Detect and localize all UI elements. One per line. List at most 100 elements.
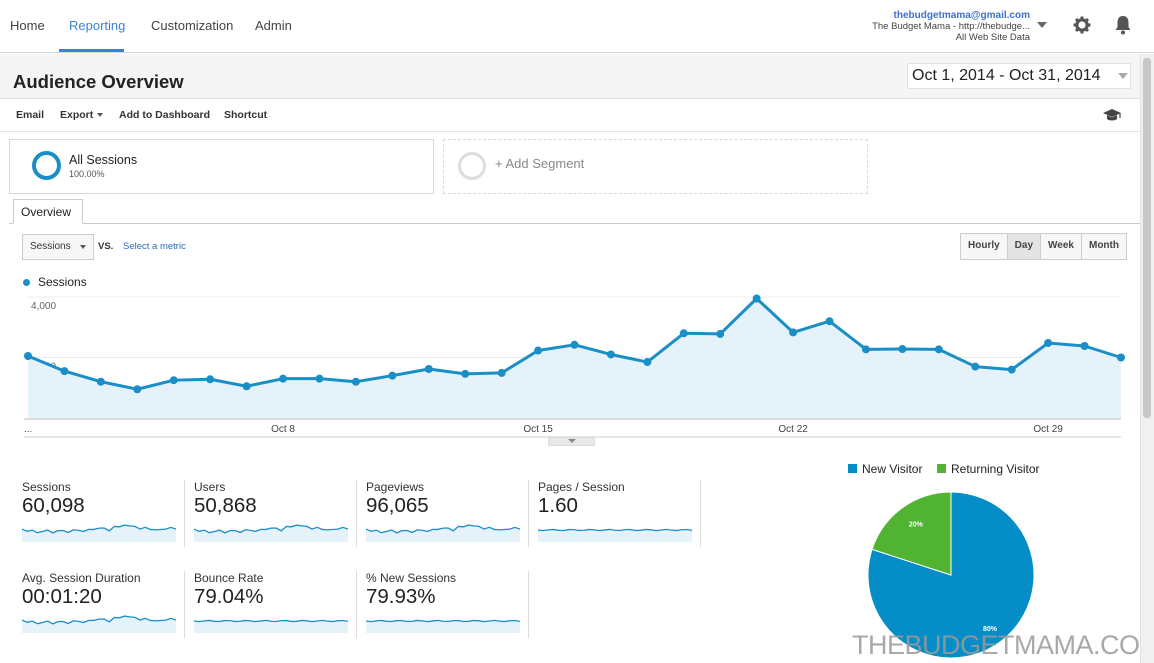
metric-card--new-sessions[interactable]: % New Sessions 79.93% [366,571,526,641]
date-range-caret-icon[interactable] [1118,73,1128,79]
metric-card-users[interactable]: Users 50,868 [194,480,354,550]
collapse-arrow-icon [568,439,576,443]
segment-all-sessions[interactable] [9,139,434,194]
pie-slice-returning-visitor[interactable] [871,491,952,576]
data-point-sessions[interactable] [861,345,870,354]
data-point-sessions[interactable] [1044,338,1053,347]
email-button[interactable]: Email [16,109,45,121]
data-point-sessions[interactable] [315,374,324,383]
data-point-sessions[interactable] [716,329,725,338]
vs-label: VS. [98,241,114,252]
report-toolbar [0,100,1140,132]
data-point-sessions[interactable] [789,328,798,337]
series-legend-label: Sessions [38,275,87,289]
data-point-sessions[interactable] [96,377,105,386]
metric-sparkline [22,524,176,542]
data-point-sessions[interactable] [643,358,652,367]
sparkline-line [538,528,692,532]
data-point-sessions[interactable] [461,369,470,378]
data-point-sessions[interactable] [388,371,397,380]
shortcut-button[interactable]: Shortcut [224,109,268,121]
account-selector[interactable]: thebudgetmama@gmail.com The Budget Mama … [872,10,1030,43]
sessions-area-fill [28,298,1121,418]
data-point-sessions[interactable] [606,350,615,359]
sparkline-fill [538,529,692,542]
nav-tab-reporting[interactable]: Reporting [69,18,126,33]
account-dropdown-caret-icon[interactable] [1037,22,1047,28]
data-point-sessions[interactable] [1117,353,1125,362]
pie-legend-returning-visitor-label: Returning Visitor [951,462,1040,476]
sparkline-fill [194,620,348,633]
data-point-sessions[interactable] [169,376,178,385]
export-label: Export [60,109,94,121]
data-point-sessions[interactable] [424,364,433,373]
data-point-sessions[interactable] [24,351,32,360]
data-point-sessions[interactable] [534,346,543,355]
add-segment-button[interactable] [443,139,868,194]
metric-sparkline [366,524,520,542]
data-point-sessions[interactable] [1080,342,1089,351]
tab-divider [9,223,1140,224]
period-hourly-button[interactable]: Hourly [961,234,1008,259]
pie-legend-new-visitor-label: New Visitor [862,462,923,476]
metric-sparkline [538,528,692,542]
period-month-button[interactable]: Month [1081,234,1126,259]
metric-card-pages-session[interactable]: Pages / Session 1.60 [538,480,698,550]
period-week-button[interactable]: Week [1041,234,1082,259]
gear-icon[interactable] [1072,14,1092,36]
nav-tab-home[interactable]: Home [10,18,45,33]
data-point-sessions[interactable] [279,374,288,383]
data-point-sessions[interactable] [679,329,688,338]
data-point-sessions[interactable] [825,317,834,326]
nav-tab-admin[interactable]: Admin [255,18,292,33]
metric-sparkline [194,524,348,542]
metric-selector-caret-icon [80,245,86,249]
metric-card-sessions[interactable]: Sessions 60,098 [22,480,182,550]
data-point-sessions[interactable] [1007,365,1016,374]
metric-card-pageviews[interactable]: Pageviews 96,065 [366,480,526,550]
metric-sparkline [194,619,348,633]
select-metric-link[interactable]: Select a metric [123,241,186,252]
bell-icon[interactable] [1113,14,1133,36]
sparkline-fill [366,525,520,542]
returning-visitor-swatch [937,464,946,473]
date-range-picker[interactable]: Oct 1, 2014 - Oct 31, 2014 [907,63,1131,89]
segment-percentage: 100.00% [69,169,105,179]
data-point-sessions[interactable] [570,340,579,349]
data-point-sessions[interactable] [497,368,506,377]
account-view: All Web Site Data [955,32,1030,43]
add-to-dashboard-button[interactable]: Add to Dashboard [119,109,210,121]
data-point-sessions[interactable] [971,362,980,371]
metric-label: Pages / Session [538,480,625,494]
add-segment-ring-icon [458,152,486,180]
account-email: thebudgetmama@gmail.com [893,10,1030,21]
metric-card-bounce-rate[interactable]: Bounce Rate 79.04% [194,571,354,641]
metric-card-avg-session-duration[interactable]: Avg. Session Duration 00:01:20 [22,571,182,641]
period-day-button[interactable]: Day [1007,234,1042,259]
metric-value: 96,065 [366,494,429,517]
pie-legend-new-visitor: New Visitor [848,462,922,476]
export-button[interactable]: Export [60,109,104,121]
metric-divider [184,480,185,547]
data-point-sessions[interactable] [351,377,360,386]
data-point-sessions[interactable] [242,382,251,391]
data-point-sessions[interactable] [133,385,142,394]
sparkline-line [22,615,176,625]
data-point-sessions[interactable] [934,345,943,354]
data-point-sessions[interactable] [60,367,69,376]
metric-divider [528,571,529,638]
scrollbar-thumb[interactable] [1143,58,1151,418]
metric-divider [356,571,357,638]
tab-overview[interactable]: Overview [13,199,83,224]
data-point-sessions[interactable] [898,345,907,354]
data-point-sessions[interactable] [752,294,761,303]
sparkline-fill [22,525,176,542]
metric-divider [356,480,357,547]
metric-value: 50,868 [194,494,257,517]
nav-tab-customization[interactable]: Customization [151,18,234,33]
data-point-sessions[interactable] [206,375,215,384]
x-tick-label: ... [24,424,32,435]
graduation-cap-icon[interactable] [1102,108,1122,122]
add-segment-label: + Add Segment [495,156,585,171]
